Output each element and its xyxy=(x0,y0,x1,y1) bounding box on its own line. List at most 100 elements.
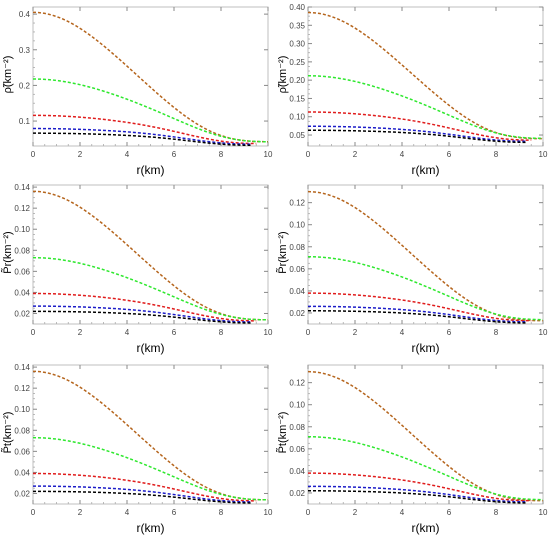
chart-svg: 0 2 4 6 8 10 0.02 0.04 0.06 0.08 0.10 0.12 0.14 r(km)… xyxy=(1,363,273,535)
x-tick-label: 0 xyxy=(31,150,36,159)
y-tick-label: 0.08 xyxy=(14,426,30,435)
x-tick-label: 2 xyxy=(78,508,83,517)
y-tick-label: 0.14 xyxy=(14,183,30,192)
chart-svg: 0 2 4 6 8 10 0.02 0.04 0.06 0.08 0.10 0.12 r(km) P̃t(… xyxy=(276,364,548,535)
x-tick-label: 10 xyxy=(264,328,273,337)
x-tick-label: 4 xyxy=(400,328,405,337)
x-tick-label: 10 xyxy=(539,150,548,159)
series-line-black xyxy=(308,129,527,144)
panel-tangential-pressure-left: 0 2 4 6 8 10 0.02 0.04 0.06 0.08 0.10 0.12 0.14 r(km)… xyxy=(0,358,275,536)
x-tick-label: 4 xyxy=(125,328,130,337)
x-tick-label: 0 xyxy=(306,508,311,517)
y-tick-label: 0.12 xyxy=(14,384,30,393)
series-line-brown xyxy=(307,190,544,322)
series-line-brown xyxy=(32,370,269,501)
x-tick-label: 2 xyxy=(353,150,358,159)
y-tick-label: 0.06 xyxy=(14,447,30,456)
y-tick-label: 0.02 xyxy=(14,309,30,318)
series-line-green xyxy=(32,78,269,143)
x-axis-title: r(km) xyxy=(412,341,440,355)
y-tick-label: 0.04 xyxy=(14,468,30,477)
y-tick-label: 0.10 xyxy=(289,221,305,230)
series-line-brown xyxy=(307,370,544,502)
y-axis-title: P̃r(km⁻²) xyxy=(276,231,289,273)
series-line-blue xyxy=(33,485,252,503)
series-line-red xyxy=(307,111,532,141)
y-tick-label: 0.20 xyxy=(289,76,305,85)
x-tick-label: 10 xyxy=(539,508,548,517)
y-tick-label: 0.40 xyxy=(289,3,305,12)
series-line-green xyxy=(307,435,544,501)
chart-svg: 0 2 4 6 8 10 0.1 0.2 0.3 0.4 r(km) ρ̃(km⁻²) xyxy=(2,6,273,177)
x-tick-label: 10 xyxy=(264,508,273,517)
y-tick-label: 0.15 xyxy=(289,94,305,103)
x-tick-label: 4 xyxy=(125,150,130,159)
y-tick-label: 0.06 xyxy=(289,445,305,454)
x-tick-label: 6 xyxy=(447,150,452,159)
y-tick-label: 0.12 xyxy=(14,204,30,213)
panel-radial-pressure-left: 0 2 4 6 8 10 0.02 0.04 0.06 0.08 0.10 0.12 0.14 r(km)… xyxy=(0,178,275,356)
y-tick-label: 0.25 xyxy=(289,58,305,67)
x-tick-label: 8 xyxy=(494,328,499,337)
y-tick-label: 0.08 xyxy=(289,423,305,432)
series-line-black xyxy=(32,490,252,504)
series-line-red xyxy=(32,114,257,145)
y-tick-label: 0.2 xyxy=(19,81,31,90)
series-line-blue xyxy=(308,125,527,142)
x-tick-label: 8 xyxy=(494,508,499,517)
panel-radial-pressure-right: 0 2 4 6 8 10 0.02 0.04 0.06 0.08 0.10 0.12 r(km) P̃r(… xyxy=(275,178,550,356)
series-line-black xyxy=(307,490,527,504)
chart-svg: 0 2 4 6 8 10 0.02 0.04 0.06 0.08 0.10 0.12 r(km) P̃r(… xyxy=(276,184,548,355)
y-axis-title: ρ̃(km⁻²) xyxy=(277,56,289,94)
x-tick-label: 2 xyxy=(353,328,358,337)
x-tick-label: 6 xyxy=(447,328,452,337)
x-tick-label: 6 xyxy=(172,508,177,517)
x-tick-label: 8 xyxy=(219,150,224,159)
series-line-green xyxy=(307,75,544,140)
y-axis-title: P̃r(km⁻²) xyxy=(1,231,14,273)
y-tick-label: 0.10 xyxy=(14,225,30,234)
y-tick-label: 0.02 xyxy=(289,309,305,318)
x-tick-label: 8 xyxy=(494,150,499,159)
series-line-blue xyxy=(33,305,252,323)
x-tick-label: 4 xyxy=(400,508,405,517)
plot-frame xyxy=(32,6,269,147)
series-line-brown xyxy=(32,190,269,321)
plot-frame xyxy=(307,184,544,325)
series-line-green xyxy=(307,255,544,321)
series-line-brown xyxy=(32,11,269,143)
y-tick-label: 0.04 xyxy=(289,467,305,476)
series-line-red xyxy=(307,472,532,502)
y-tick-label: 0.12 xyxy=(289,199,305,208)
series-line-black xyxy=(32,310,252,324)
panel-density-right: 0 2 4 6 8 10 0.05 0.10 0.15 0.20 0.25 0.30 0.35 0.40 r… xyxy=(275,0,550,178)
y-tick-label: 0.05 xyxy=(289,131,305,140)
series-line-red xyxy=(32,292,257,322)
chart-svg: 0 2 4 6 8 10 0.05 0.10 0.15 0.20 0.25 0.30 0.35 0.40 r… xyxy=(277,3,548,177)
x-tick-label: 4 xyxy=(400,150,405,159)
series-line-brown xyxy=(307,11,544,140)
y-tick-label: 0.10 xyxy=(289,401,305,410)
x-tick-label: 4 xyxy=(125,508,130,517)
y-axis-title: P̃t(km⁻²) xyxy=(276,412,289,454)
series-line-blue xyxy=(33,127,252,145)
x-tick-label: 0 xyxy=(31,508,36,517)
y-tick-label: 0.4 xyxy=(19,10,31,19)
x-axis-title: r(km) xyxy=(137,163,165,177)
series-line-black xyxy=(307,310,527,324)
y-tick-label: 0.08 xyxy=(14,246,30,255)
y-tick-label: 0.3 xyxy=(19,46,31,55)
panel-density-left: 0 2 4 6 8 10 0.1 0.2 0.3 0.4 r(km) ρ̃(km⁻²) xyxy=(0,0,275,178)
x-tick-label: 2 xyxy=(353,508,358,517)
series-line-green xyxy=(32,436,269,501)
y-tick-label: 0.10 xyxy=(289,113,305,122)
x-tick-label: 8 xyxy=(219,508,224,517)
y-tick-label: 0.02 xyxy=(14,489,30,498)
series-line-blue xyxy=(308,305,527,323)
series-line-black xyxy=(33,132,252,147)
x-tick-label: 0 xyxy=(31,328,36,337)
y-tick-label: 0.10 xyxy=(14,405,30,414)
panel-tangential-pressure-right: 0 2 4 6 8 10 0.02 0.04 0.06 0.08 0.10 0.12 r(km) P̃t(… xyxy=(275,358,550,536)
x-tick-label: 0 xyxy=(306,328,311,337)
